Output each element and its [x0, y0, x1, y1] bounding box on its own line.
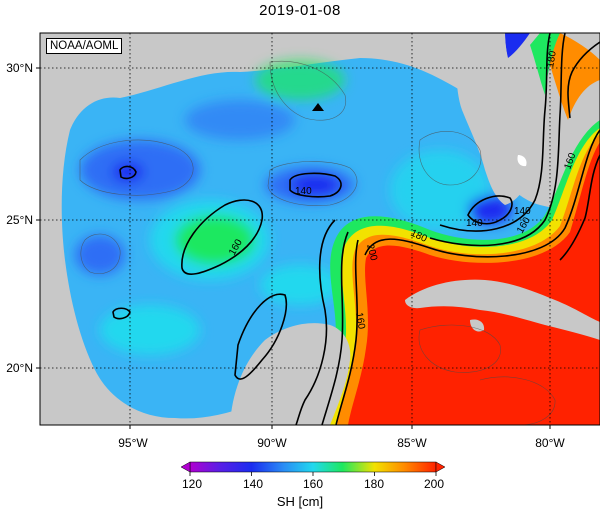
lat-label: 20°N [6, 361, 33, 375]
lon-label: 85°W [397, 436, 427, 450]
contour-label: 140 [514, 206, 531, 217]
contour-label: 180 [545, 50, 559, 69]
colorbar-tick-label: 140 [243, 477, 263, 491]
buoy-marker-icon [312, 103, 324, 111]
lon-label: 80°W [535, 436, 565, 450]
colorbar-tick-label: 180 [364, 477, 384, 491]
lat-label: 30°N [6, 61, 33, 75]
map-frame [39, 32, 600, 426]
colorbar-max-arrow [435, 461, 446, 473]
longitude-labels: 95°W 90°W 85°W 80°W [118, 436, 565, 450]
lon-label: 90°W [257, 436, 287, 450]
contour-label: 140 [466, 218, 483, 229]
contour-label: 140 [295, 186, 312, 197]
longitude-ticks [129, 425, 551, 429]
contour-label: 200 [364, 243, 379, 262]
grid-lines [40, 33, 600, 425]
latitude-ticks [36, 67, 40, 369]
contours [112, 33, 600, 425]
yucatan-land [230, 323, 351, 425]
colorbar-title: SH [cm] [276, 494, 324, 509]
colorbar-tick-label: 120 [182, 477, 202, 491]
colorbar-gradient [189, 461, 437, 473]
latitude-labels: 30°N 25°N 20°N [6, 61, 33, 375]
lon-label: 95°W [118, 436, 148, 450]
contour-label: 160 [353, 312, 367, 331]
florida-land [456, 33, 530, 205]
colorbar: 120 140 160 180 200 [180, 461, 446, 491]
contour-labels: 140 140 140 160 160 160 180 180 200 160 [227, 50, 579, 331]
contours-thin [79, 60, 556, 425]
colorbar-tick-label: 200 [424, 477, 444, 491]
colorbar-tick-label: 160 [303, 477, 323, 491]
cuba-land [405, 279, 600, 340]
colorbar-min-arrow [180, 461, 191, 473]
map-title: 2019-01-08 [259, 2, 341, 19]
source-label: NOAA/AOML [46, 38, 123, 54]
lat-label: 25°N [6, 213, 33, 227]
